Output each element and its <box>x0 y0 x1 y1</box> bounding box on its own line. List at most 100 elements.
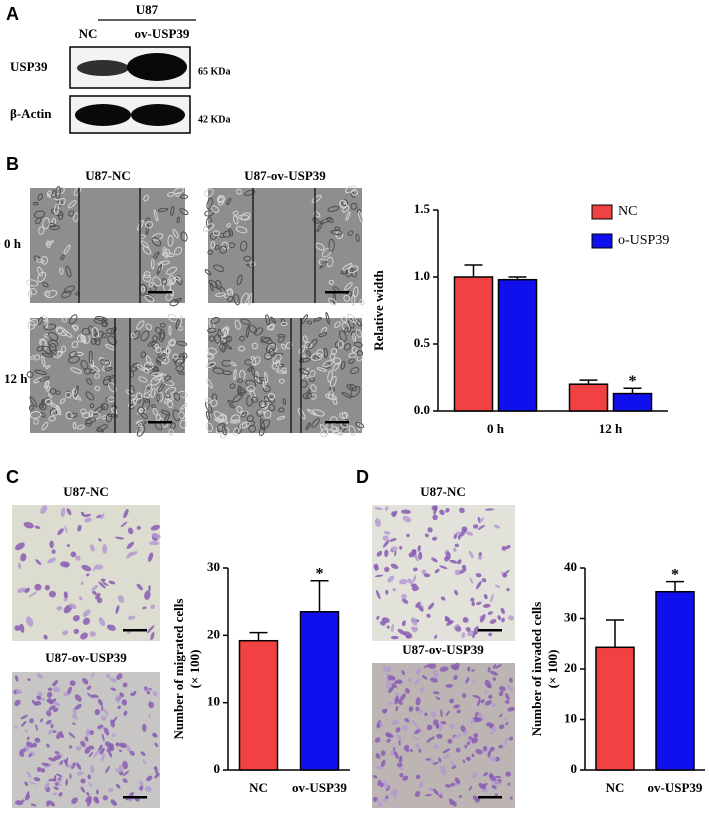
cell <box>506 587 510 592</box>
cell <box>282 398 287 405</box>
cell <box>44 782 50 790</box>
cell <box>212 230 221 236</box>
cell <box>84 746 92 754</box>
cell <box>248 424 256 433</box>
cell <box>172 355 186 364</box>
cell <box>71 340 79 349</box>
cell <box>374 737 381 743</box>
cell <box>48 331 59 341</box>
cell <box>399 693 406 702</box>
cell <box>426 737 433 743</box>
cell <box>489 730 493 735</box>
cell <box>353 341 363 348</box>
cell <box>150 258 155 270</box>
size-label: 42 KDa <box>198 114 231 125</box>
cell <box>122 682 128 688</box>
cell <box>228 242 236 249</box>
cell <box>389 538 397 542</box>
cell <box>419 687 425 693</box>
cell <box>14 625 21 631</box>
cell <box>26 771 32 778</box>
cell <box>41 345 53 354</box>
cell <box>213 264 225 272</box>
cell <box>68 745 73 749</box>
cell <box>374 574 384 578</box>
cell <box>298 368 310 375</box>
cell <box>332 397 338 405</box>
cell <box>346 384 354 391</box>
cell <box>374 566 379 571</box>
cell <box>93 406 104 415</box>
cell <box>414 554 419 562</box>
cell <box>311 418 320 428</box>
cell <box>40 339 48 349</box>
cell <box>62 630 69 636</box>
cell <box>172 409 181 422</box>
cell <box>489 670 498 676</box>
cell <box>390 635 399 640</box>
cell <box>471 753 475 758</box>
cell <box>31 699 37 707</box>
bar <box>453 276 494 412</box>
cell <box>475 573 482 578</box>
cell <box>221 359 232 367</box>
cell <box>70 367 83 374</box>
cell <box>267 393 276 401</box>
cell <box>43 333 51 338</box>
cell <box>119 742 127 749</box>
cell <box>26 279 39 287</box>
cell <box>483 593 488 600</box>
cell <box>479 713 484 722</box>
cell <box>119 692 124 698</box>
cell <box>398 758 403 763</box>
cell <box>123 710 128 716</box>
cell <box>63 692 69 697</box>
cell <box>154 343 160 350</box>
cell <box>435 696 441 701</box>
cell <box>105 367 113 372</box>
cell <box>410 583 417 587</box>
cell <box>499 686 506 692</box>
cell <box>145 224 150 236</box>
cell <box>432 691 440 695</box>
cell <box>412 626 419 633</box>
cell <box>179 419 187 429</box>
cell <box>251 356 261 366</box>
cell <box>387 686 395 694</box>
cell <box>348 358 355 364</box>
cell <box>100 402 109 411</box>
cell <box>379 782 384 788</box>
cell <box>248 292 253 306</box>
cell <box>118 749 123 753</box>
cell <box>310 352 323 361</box>
cell <box>57 528 64 536</box>
cell <box>47 687 53 692</box>
micrograph <box>26 313 188 437</box>
cell <box>205 401 213 414</box>
cell <box>230 414 240 423</box>
cell <box>152 276 162 287</box>
cell <box>28 591 38 598</box>
cell <box>152 690 158 697</box>
cell <box>472 524 479 529</box>
cell <box>246 415 254 423</box>
cell <box>66 508 72 516</box>
cell <box>65 391 72 399</box>
cell <box>29 718 34 724</box>
cell <box>277 363 285 368</box>
cell <box>394 751 399 760</box>
cell <box>34 737 41 743</box>
cell <box>150 631 155 641</box>
cell <box>56 327 63 335</box>
cell <box>35 723 38 731</box>
cell <box>28 753 33 758</box>
cell <box>34 525 41 529</box>
cell <box>144 220 154 229</box>
cell <box>126 744 131 753</box>
cell <box>20 720 27 727</box>
cell <box>110 719 115 728</box>
cell <box>265 314 271 326</box>
cell <box>15 689 23 695</box>
image-label: U87-NC <box>85 168 131 183</box>
cell <box>53 707 59 713</box>
